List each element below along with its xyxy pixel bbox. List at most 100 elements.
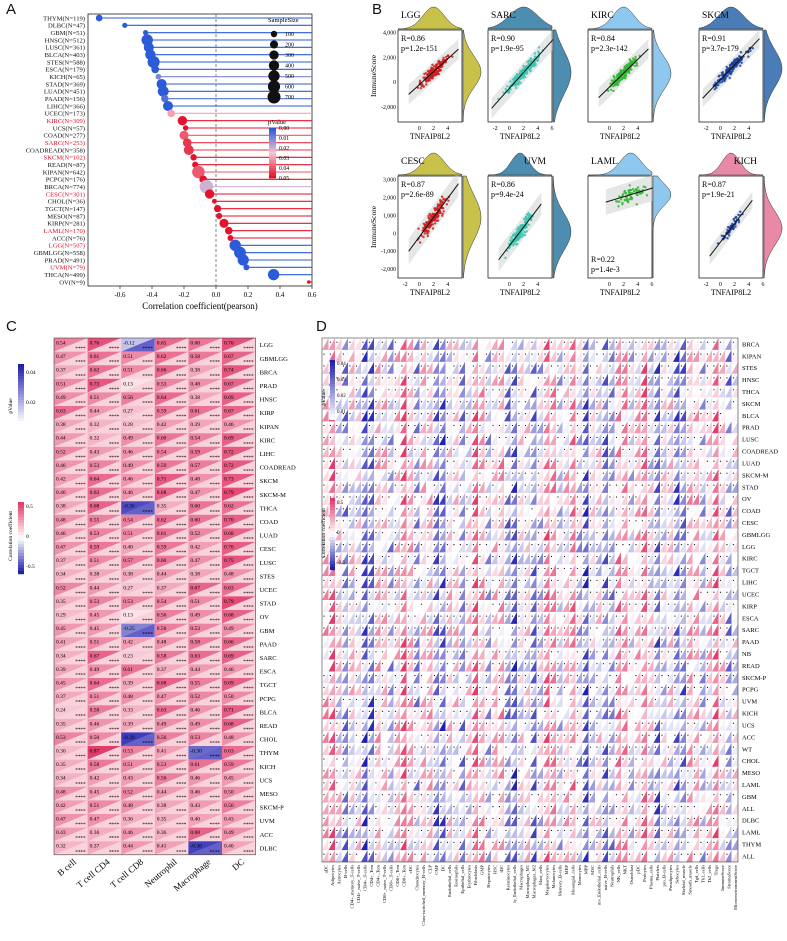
cell-significance-dot [661,496,663,498]
cell-significance-dot [687,436,689,439]
cell-significance-dot [570,413,572,415]
cell-significance-dot [687,424,689,427]
cell-triangle [705,540,712,553]
scatter-point [521,74,525,78]
cell-correlation-triangle [222,419,256,434]
cell-triangle [380,361,387,374]
cell-significance-dot [394,508,397,510]
heatmap-cell: 0.67**** [222,378,256,393]
row-label: CESC [260,546,276,553]
cell-significance-dot [453,448,455,450]
cell-significance-dot [388,460,390,462]
cell-significance-dot [349,484,351,486]
cell-correlation-triangle [87,732,122,746]
cell-significance-dot [537,532,540,534]
cell-triangle [582,397,589,410]
scatter-point [629,188,632,192]
scatter-point [433,219,437,222]
cell-value: 0.47 [56,545,66,551]
cell-triangle [445,516,452,529]
scatter-point [529,58,532,61]
cell-value: 0.49 [190,721,200,727]
cell-triangle [426,457,433,469]
scatter-point [621,194,624,197]
y-tick-label: 2,000 [383,195,396,201]
lollipop-point [95,14,103,22]
cell-significance-dot [531,555,533,558]
p-legend-gradient-step [18,388,24,392]
cell-triangle [413,338,420,350]
cell-significance-dot [511,424,514,427]
cell-significance-dot [492,389,494,391]
cell-triangle [478,409,485,422]
cell-triangle [484,540,491,553]
cell-stars: **** [176,836,187,842]
cell-triangle [361,349,368,362]
cell-triangle [543,445,550,458]
cell-significance-dot [427,567,429,570]
cell-triangle [393,564,400,577]
cell-significance-dot [550,365,553,367]
cell-value: 0.63 [224,749,234,755]
cell-triangle [712,445,719,458]
cell-significance-dot [628,567,631,570]
cell-triangle [627,373,634,386]
cell-triangle [601,492,608,505]
r-legend-gradient-step [18,538,24,542]
cell-significance-dot [732,508,735,510]
cell-stars: **** [243,673,254,679]
cell-triangle [354,433,361,446]
cell-pvalue-triangle [87,446,122,461]
cell-triangle [725,480,732,493]
cell-value: 0.44 [123,844,133,850]
cell-pvalue-triangle [121,678,155,692]
cell-triangle [699,457,706,469]
cell-significance-dot [570,544,572,546]
cell-triangle [705,385,712,398]
cell-significance-dot [635,341,637,343]
cell-triangle [575,385,582,398]
cell-significance-dot [368,413,371,415]
cell-significance-dot [362,508,364,510]
x-tick-label: 0 [719,126,722,132]
cell-significance-dot [602,448,605,450]
cell-significance-dot [511,472,514,474]
cell-triangle [328,445,335,458]
cell-significance-dot [459,436,462,439]
cell-value: 0.48 [56,789,66,795]
cell-triangle [348,433,355,446]
cell-triangle [419,445,426,458]
scatter-point [620,198,623,201]
cell-significance-dot [524,413,527,415]
cell-triangle [614,361,621,374]
scatter-point [436,205,439,208]
top-density [487,6,553,30]
cell-triangle [627,469,634,481]
cell-significance-dot [706,520,709,522]
p-legend-gradient-step [269,138,276,141]
cell-triangle [504,385,511,398]
lollipop-point [216,212,223,220]
x-tick-label: -0.4 [146,291,158,299]
heatmap-cell: 0.44**** [54,433,88,447]
cell-stars: **** [75,441,86,447]
cell-triangle [510,421,517,434]
x-tick-label: 2 [522,282,525,288]
cell-triangle [640,385,647,398]
cell-significance-dot [648,472,650,474]
cell-significance-dot [381,341,384,343]
heatmap-cell: 0.49**** [121,460,155,475]
scatter-point [617,72,620,75]
cell-triangle [530,504,537,517]
cell-significance-dot [648,448,650,450]
cell-triangle [588,469,595,481]
cell-triangle [608,552,615,565]
cell-triangle [393,433,400,446]
heatmap-cell: 0.43**** [54,827,88,842]
cell-stars: **** [109,496,120,502]
cell-triangle [601,516,608,529]
cell-value: 0.62 [157,354,167,360]
scatter-point [609,88,613,92]
cell-significance-dot [433,436,436,439]
cell-triangle [536,564,543,577]
